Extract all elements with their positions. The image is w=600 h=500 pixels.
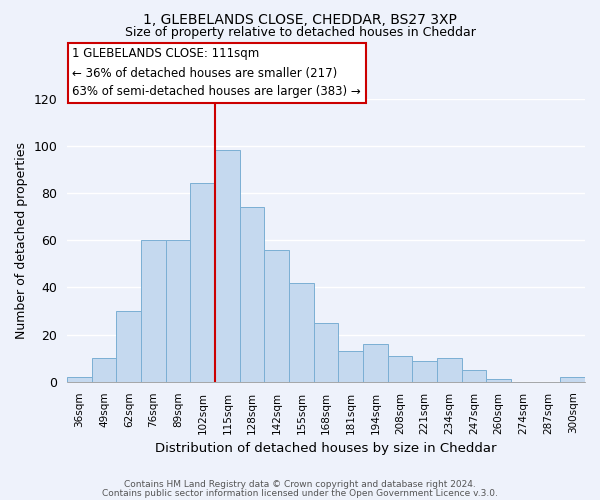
Bar [190, 184, 215, 382]
Bar [487, 380, 511, 382]
Bar [437, 358, 462, 382]
Text: Contains public sector information licensed under the Open Government Licence v.: Contains public sector information licen… [102, 489, 498, 498]
Bar [363, 344, 388, 382]
Bar [265, 250, 289, 382]
Text: Size of property relative to detached houses in Cheddar: Size of property relative to detached ho… [125, 26, 475, 39]
Bar [412, 360, 437, 382]
Bar [215, 150, 240, 382]
Bar [560, 377, 585, 382]
Bar [116, 311, 141, 382]
Bar [166, 240, 190, 382]
Bar [462, 370, 487, 382]
Bar [240, 207, 265, 382]
Bar [67, 377, 92, 382]
Y-axis label: Number of detached properties: Number of detached properties [15, 142, 28, 338]
Bar [141, 240, 166, 382]
Bar [92, 358, 116, 382]
Bar [388, 356, 412, 382]
X-axis label: Distribution of detached houses by size in Cheddar: Distribution of detached houses by size … [155, 442, 497, 455]
Text: 1, GLEBELANDS CLOSE, CHEDDAR, BS27 3XP: 1, GLEBELANDS CLOSE, CHEDDAR, BS27 3XP [143, 12, 457, 26]
Bar [289, 282, 314, 382]
Text: Contains HM Land Registry data © Crown copyright and database right 2024.: Contains HM Land Registry data © Crown c… [124, 480, 476, 489]
Bar [338, 351, 363, 382]
Text: 1 GLEBELANDS CLOSE: 111sqm
← 36% of detached houses are smaller (217)
63% of sem: 1 GLEBELANDS CLOSE: 111sqm ← 36% of deta… [73, 48, 361, 98]
Bar [314, 323, 338, 382]
